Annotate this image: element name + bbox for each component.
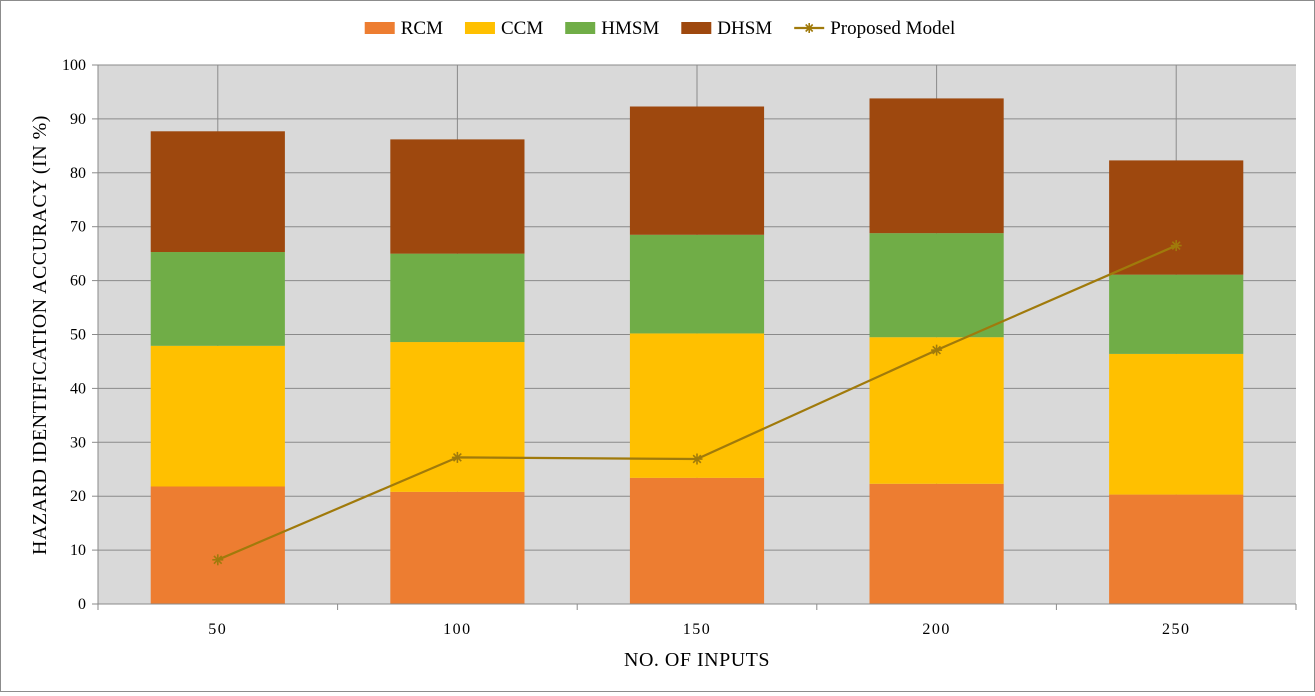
- y-tick-label: 30: [70, 434, 86, 451]
- y-tick-label: 50: [70, 327, 86, 344]
- x-axis-title: NO. OF INPUTS: [624, 649, 770, 671]
- legend-label: RCM: [401, 18, 443, 39]
- y-tick-label: 20: [70, 488, 86, 505]
- legend-label: CCM: [501, 18, 543, 39]
- x-tick-label: 250: [1162, 621, 1191, 638]
- bar-rcm-250: [1109, 494, 1244, 604]
- bar-rcm-50: [150, 486, 285, 604]
- legend-item-proposed-model: Proposed Model: [794, 18, 955, 39]
- y-tick-label: 80: [70, 165, 86, 182]
- bar-dhsm-100: [390, 139, 525, 254]
- bar-hmsm-50: [150, 252, 285, 346]
- bar-ccm-200: [869, 337, 1004, 484]
- bar-dhsm-200: [869, 98, 1004, 234]
- proposed-model-marker-150: [691, 453, 703, 465]
- x-tick-label: 100: [443, 621, 472, 638]
- y-tick-label: 0: [78, 596, 86, 613]
- bar-ccm-50: [150, 345, 285, 487]
- x-tick-label: 50: [208, 621, 227, 638]
- bar-rcm-200: [869, 483, 1004, 604]
- bar-hmsm-100: [390, 253, 525, 343]
- bar-hmsm-150: [629, 234, 765, 334]
- legend-item-rcm: RCM: [364, 18, 443, 39]
- bars: [150, 98, 1244, 604]
- bar-ccm-250: [1109, 353, 1244, 495]
- legend-swatch: [681, 22, 712, 34]
- x-tick-label: 150: [683, 621, 712, 638]
- y-tick-label: 100: [62, 57, 86, 74]
- bar-dhsm-50: [150, 131, 285, 253]
- bar-hmsm-200: [869, 233, 1004, 338]
- legend-asterisk-icon: [804, 23, 815, 33]
- bar-ccm-100: [390, 342, 525, 492]
- legend-swatch: [364, 22, 395, 34]
- proposed-model-marker-100: [451, 451, 463, 463]
- legend-swatch: [464, 22, 495, 34]
- legend-label: HMSM: [601, 18, 659, 39]
- bar-rcm-150: [629, 477, 765, 604]
- legend-item-ccm: CCM: [464, 18, 543, 39]
- y-tick-label: 10: [70, 542, 86, 559]
- bar-dhsm-250: [1109, 160, 1244, 275]
- legend-item-hmsm: HMSM: [565, 18, 659, 39]
- y-tick-label: 90: [70, 111, 86, 128]
- legend-label: DHSM: [717, 18, 772, 39]
- y-tick-label: 40: [70, 380, 86, 397]
- y-tick-label: 70: [70, 219, 86, 236]
- axes: 0 10 20 30 40 50 60 70 80 90 100 50 100 150 200 250: [62, 57, 1297, 638]
- legend: RCM CCM HMSM DHSM Proposed Model: [364, 18, 955, 39]
- legend-swatch: [565, 22, 596, 34]
- legend-label: Proposed Model: [830, 18, 955, 39]
- y-axis-title: HAZARD IDENTIFICATION ACCURACY (IN %): [29, 115, 51, 555]
- legend-item-dhsm: DHSM: [681, 18, 772, 39]
- bar-dhsm-150: [629, 106, 765, 235]
- proposed-model-marker-250: [1170, 240, 1182, 252]
- proposed-model-marker-200: [931, 344, 943, 356]
- y-tick-label: 60: [70, 273, 86, 290]
- proposed-model-marker-50: [212, 554, 224, 566]
- bar-hmsm-250: [1109, 274, 1244, 354]
- bar-rcm-100: [390, 491, 525, 604]
- proposed-model-line-layer: [212, 240, 1182, 566]
- x-tick-label: 200: [922, 621, 951, 638]
